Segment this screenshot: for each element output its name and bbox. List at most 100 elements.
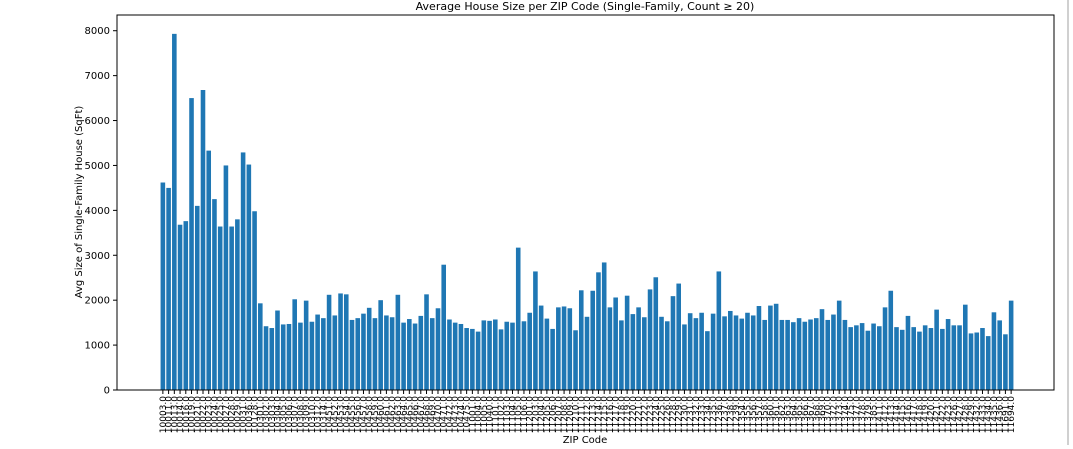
x-tick-label: 11209.0 — [566, 396, 576, 433]
x-tick-label: 10312.0 — [314, 396, 324, 433]
x-tick-label: 11361.0 — [772, 396, 782, 433]
bar — [922, 325, 928, 390]
bar — [974, 332, 980, 390]
x-tick-label: 11358.0 — [761, 396, 771, 433]
bar — [911, 327, 916, 390]
bar — [917, 331, 922, 390]
x-tick-label: 10306.0 — [285, 396, 295, 433]
bar — [980, 328, 985, 390]
bar — [407, 319, 412, 390]
bar — [813, 318, 819, 390]
y-tick-label: 4000 — [85, 206, 110, 217]
x-tick-label: 10036.0 — [245, 396, 255, 433]
bar — [705, 331, 710, 390]
bar — [768, 305, 773, 390]
bar — [292, 299, 297, 390]
y-tick-label: 5000 — [85, 161, 110, 172]
bar — [642, 317, 647, 390]
bar — [836, 300, 842, 390]
bar — [556, 307, 561, 390]
bar — [687, 313, 693, 390]
x-tick-label: 10028.0 — [228, 396, 238, 433]
bar — [361, 313, 366, 390]
x-tick-label: 11101.0 — [491, 396, 501, 433]
bar — [286, 323, 292, 390]
x-axis-label: ZIP Code — [563, 435, 608, 445]
x-tick-label: 11230.0 — [680, 396, 690, 433]
x-tick-label: 11210.0 — [572, 396, 582, 433]
bar — [263, 326, 269, 390]
bar — [590, 290, 596, 390]
x-tick-label: 11220.0 — [629, 396, 639, 433]
bar — [865, 330, 871, 390]
bar — [756, 306, 762, 390]
x-tick-label: 11238.0 — [726, 396, 736, 433]
y-tick-label: 6000 — [85, 116, 110, 127]
y-tick-label: 0 — [104, 386, 110, 397]
x-tick-label: 11368.0 — [812, 396, 822, 433]
chart-title: Average House Size per ZIP Code (Single-… — [416, 0, 755, 13]
bar — [458, 323, 464, 390]
bar — [229, 226, 234, 390]
bar — [619, 320, 624, 390]
x-tick-label: 11201.0 — [526, 396, 536, 433]
x-tick-label: 11205.0 — [543, 396, 553, 433]
bar — [464, 328, 469, 390]
x-tick-label: 11354.0 — [738, 396, 748, 433]
x-tick-label: 10031.0 — [239, 396, 249, 433]
y-tick-label: 8000 — [85, 26, 110, 37]
bar — [951, 325, 957, 390]
bar — [561, 306, 567, 390]
x-tick-label: 10024.0 — [210, 396, 220, 433]
x-tick-label: 10456.0 — [354, 396, 364, 433]
x-tick-label: 11225.0 — [658, 396, 668, 433]
bar — [481, 320, 487, 390]
x-tick-label: 11432.0 — [973, 396, 983, 433]
bar — [189, 98, 194, 390]
x-tick-label: 11233.0 — [698, 396, 708, 433]
bar — [321, 318, 326, 390]
x-tick-label: 10016.0 — [182, 396, 192, 433]
bar — [945, 319, 951, 390]
x-tick-label: 10309.0 — [302, 396, 312, 433]
x-tick-label: 11421.0 — [933, 396, 943, 433]
x-tick-label: 11216.0 — [606, 396, 616, 433]
x-tick-label: 10459.0 — [371, 396, 381, 433]
x-tick-label: 11217.0 — [612, 396, 622, 433]
bar — [447, 319, 452, 390]
x-tick-label: 10025.0 — [216, 396, 226, 433]
x-tick-label: 11375.0 — [847, 396, 857, 433]
x-tick-label: 11694.0 — [1007, 396, 1017, 433]
bar — [762, 319, 767, 390]
x-tick-label: 11204.0 — [537, 396, 547, 433]
bar — [252, 211, 257, 390]
x-tick-label: 11365.0 — [795, 396, 805, 433]
x-tick-label: 11005.0 — [480, 396, 490, 433]
bar — [498, 329, 504, 390]
x-tick-label: 11207.0 — [554, 396, 564, 433]
bar — [796, 318, 802, 390]
bar — [854, 325, 859, 390]
x-tick-label: 11422.0 — [938, 396, 948, 433]
y-axis-label: Avg Size of Single-Family House (SqFt) — [74, 106, 85, 299]
x-tick-label: 10023.0 — [205, 396, 215, 433]
bar — [710, 313, 716, 390]
x-tick-label: 11377.0 — [852, 396, 862, 433]
x-tick-label: 10454.0 — [342, 396, 352, 433]
bar — [315, 314, 320, 390]
x-tick-label: 10470.0 — [434, 396, 444, 433]
x-tick-label: 11223.0 — [646, 396, 656, 433]
bar — [682, 324, 687, 390]
x-tick-label: 11229.0 — [675, 396, 685, 433]
x-tick-label: 11234.0 — [703, 396, 713, 433]
x-tick-label: 10305.0 — [279, 396, 289, 433]
x-tick-label: 11102.0 — [497, 396, 507, 433]
x-tick-label: 10307.0 — [291, 396, 301, 433]
bar — [206, 150, 212, 390]
bar — [882, 307, 888, 390]
x-tick-label: 10455.0 — [348, 396, 358, 433]
bar — [527, 312, 532, 390]
x-tick-label: 11356.0 — [749, 396, 759, 433]
x-tick-label: 11378.0 — [858, 396, 868, 433]
